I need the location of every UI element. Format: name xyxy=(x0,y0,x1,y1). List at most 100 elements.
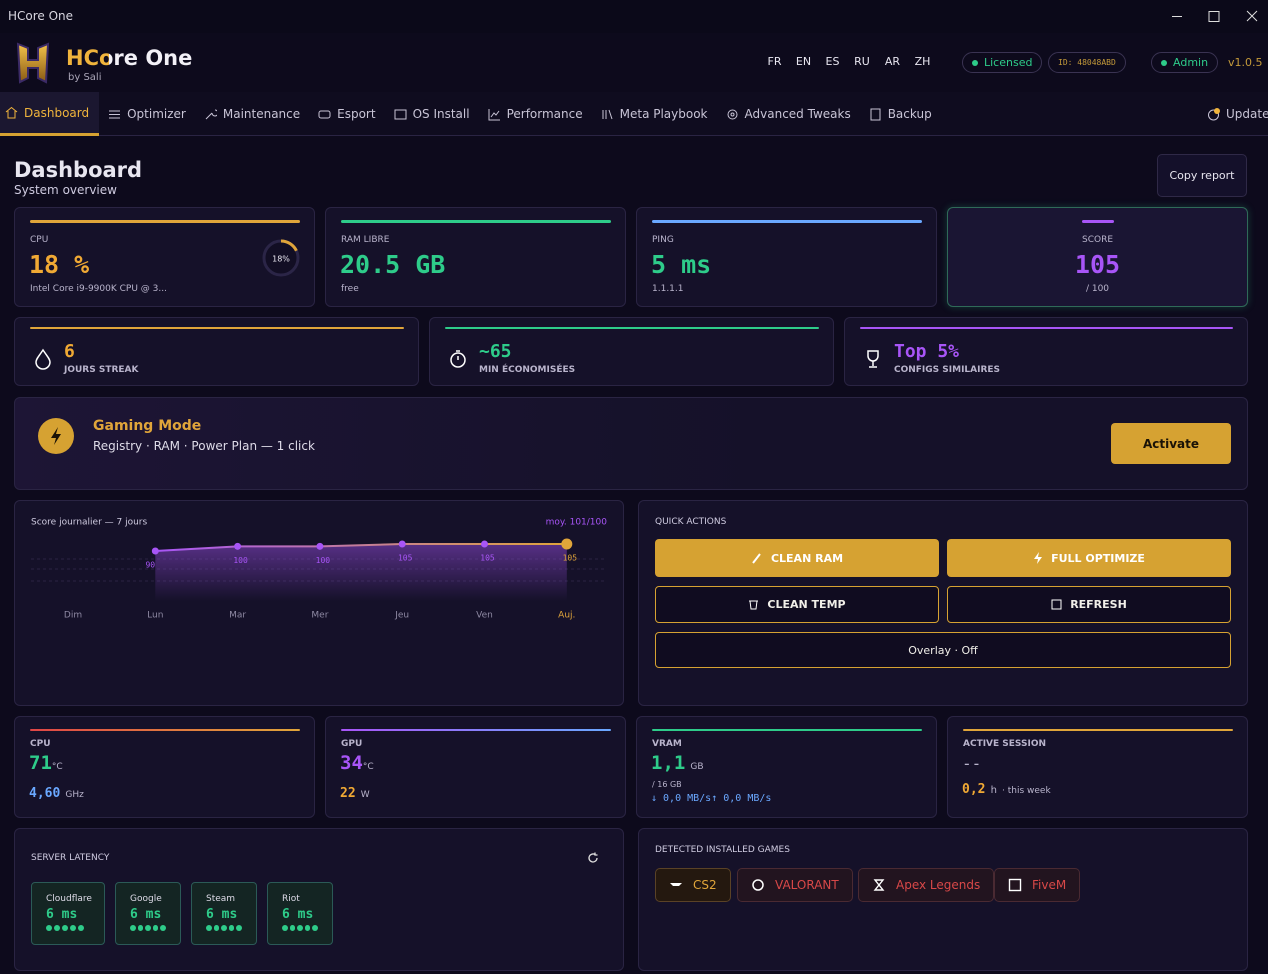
tab-label[interactable]: Performance xyxy=(506,107,583,121)
game-name[interactable]: CS2 xyxy=(693,878,717,892)
header: HCore One by Sali FR EN ES RU AR ZH Lice… xyxy=(0,33,1268,92)
tab[interactable]: OS Install xyxy=(385,92,479,136)
stat-label: RAM LIBRE xyxy=(341,235,390,245)
language[interactable]: ES xyxy=(825,55,840,68)
x-tick-label: Jeu xyxy=(394,611,409,621)
language[interactable]: EN xyxy=(795,55,812,68)
update-button[interactable]: Update xyxy=(1198,92,1268,136)
server-tile: Google 6 ms xyxy=(115,882,181,945)
quick-actions-title: QUICK ACTIONS xyxy=(655,517,727,527)
note: · this week xyxy=(1002,786,1051,796)
tab-label[interactable]: Dashboard xyxy=(24,105,90,120)
value: 34 xyxy=(340,752,363,774)
highlight-value: 6 xyxy=(64,341,75,362)
stat-label: SCORE xyxy=(1081,235,1114,245)
action-button[interactable]: CLEAN TEMP xyxy=(655,586,939,623)
hardware-card: ACTIVE SESSION -- 0,2 h · this week xyxy=(947,716,1248,818)
tab-label[interactable]: Backup xyxy=(887,107,932,121)
unit: °C xyxy=(362,762,374,772)
score-point xyxy=(234,542,242,550)
tab-label[interactable]: Optimizer xyxy=(127,107,186,121)
server-latency: 6 ms xyxy=(46,907,78,922)
server-tile: Steam 6 ms xyxy=(191,882,257,945)
vram-traffic: ↓ 0,0 MB/s↑ 0,0 MB/s xyxy=(651,793,772,804)
copy-report-button[interactable]: Copy report xyxy=(1157,154,1247,197)
hardware-secondary: 22 W xyxy=(340,782,370,801)
chart-average: moy. 101/100 xyxy=(546,518,608,528)
tab[interactable]: Advanced Tweaks xyxy=(717,92,860,136)
gaming-mode-title: Gaming Mode xyxy=(93,418,202,434)
highlight-label: JOURS STREAK xyxy=(64,365,139,375)
action-label[interactable]: FULL OPTIMIZE xyxy=(1051,551,1145,565)
action-button[interactable]: CLEAN RAM xyxy=(655,539,939,577)
tab-label[interactable]: Maintenance xyxy=(222,107,301,121)
hardware-label: ACTIVE SESSION xyxy=(963,739,1047,749)
score-label: 105 xyxy=(398,554,413,563)
hardware-value: 34°C xyxy=(340,752,374,774)
stat-value: 5 ms xyxy=(651,250,712,279)
action-label[interactable]: CLEAN TEMP xyxy=(767,598,846,611)
page-subtitle: System overview xyxy=(14,183,117,197)
tab[interactable]: Maintenance xyxy=(195,92,309,136)
hardware-value: 71°C xyxy=(29,752,63,774)
language[interactable]: FR xyxy=(767,55,782,68)
unit: W xyxy=(360,790,370,800)
value: 1,1 xyxy=(651,752,686,774)
unit: h xyxy=(990,785,997,796)
tab[interactable]: Optimizer xyxy=(99,92,195,136)
score-label: 105 xyxy=(480,554,495,563)
server-name: Google xyxy=(130,894,162,904)
language[interactable]: RU xyxy=(854,55,870,68)
score-chart: Score journalier — 7 jours moy. 101/100 … xyxy=(31,518,608,621)
stat-value: 20.5 GB xyxy=(340,250,446,279)
stat-detail: 1.1.1.1 xyxy=(652,284,684,294)
score-label: 105 xyxy=(563,554,578,563)
tab-label[interactable]: Meta Playbook xyxy=(619,107,708,121)
game-chip[interactable]: VALORANT xyxy=(737,868,853,902)
highlight-value: Top 5% xyxy=(894,341,960,362)
overlay-toggle[interactable]: Overlay · Off xyxy=(655,632,1231,668)
tab[interactable]: Meta Playbook xyxy=(592,92,717,136)
value: 22 xyxy=(340,786,356,801)
tab[interactable]: Performance xyxy=(479,92,592,136)
streak-icon xyxy=(35,348,51,370)
action-label[interactable]: CLEAN RAM xyxy=(770,551,844,565)
game-chip[interactable]: Apex Legends xyxy=(858,868,995,902)
tab-label[interactable]: Esport xyxy=(337,107,376,121)
score-label: 100 xyxy=(316,556,331,565)
refresh-icon[interactable] xyxy=(587,852,599,864)
nav-bar: Dashboard Optimizer Maintenance Esport O… xyxy=(0,92,1268,136)
tab[interactable]: Dashboard xyxy=(0,92,100,136)
server-latency: 6 ms xyxy=(282,907,314,922)
game-chip[interactable]: FiveM xyxy=(994,868,1081,902)
license-status: Licensed xyxy=(984,56,1033,69)
tab-label[interactable]: Advanced Tweaks xyxy=(744,107,851,121)
window-controls[interactable] xyxy=(1160,0,1268,33)
role-badge: Admin xyxy=(1151,52,1219,73)
game-name[interactable]: Apex Legends xyxy=(896,878,981,892)
machine-id: ID: 48048ABD xyxy=(1048,52,1126,73)
score-line xyxy=(155,543,567,552)
update-label[interactable]: Update xyxy=(1226,107,1268,121)
tab-label[interactable]: OS Install xyxy=(412,107,470,121)
tab[interactable]: Esport xyxy=(309,92,384,136)
tab[interactable]: Backup xyxy=(860,92,941,136)
server-latency: 6 ms xyxy=(206,907,238,922)
language-switcher: FR EN ES RU AR ZH xyxy=(760,55,937,68)
license-badge: Licensed xyxy=(962,52,1043,73)
game-chip[interactable]: CS2 xyxy=(655,868,731,902)
x-tick-label: Dim xyxy=(64,611,82,621)
stat-label: CPU xyxy=(30,235,49,245)
action-button[interactable]: REFRESH xyxy=(947,586,1231,623)
server-name: Riot xyxy=(282,894,300,904)
game-name[interactable]: VALORANT xyxy=(775,878,839,892)
activate-button[interactable]: Activate xyxy=(1111,423,1231,464)
game-name[interactable]: FiveM xyxy=(1032,878,1067,892)
language[interactable]: ZH xyxy=(914,55,931,68)
unit: °C xyxy=(51,762,63,772)
language[interactable]: AR xyxy=(884,55,901,68)
app-name-text: HCore One xyxy=(66,46,193,70)
action-button[interactable]: FULL OPTIMIZE xyxy=(947,539,1231,577)
action-label[interactable]: REFRESH xyxy=(1070,598,1127,611)
